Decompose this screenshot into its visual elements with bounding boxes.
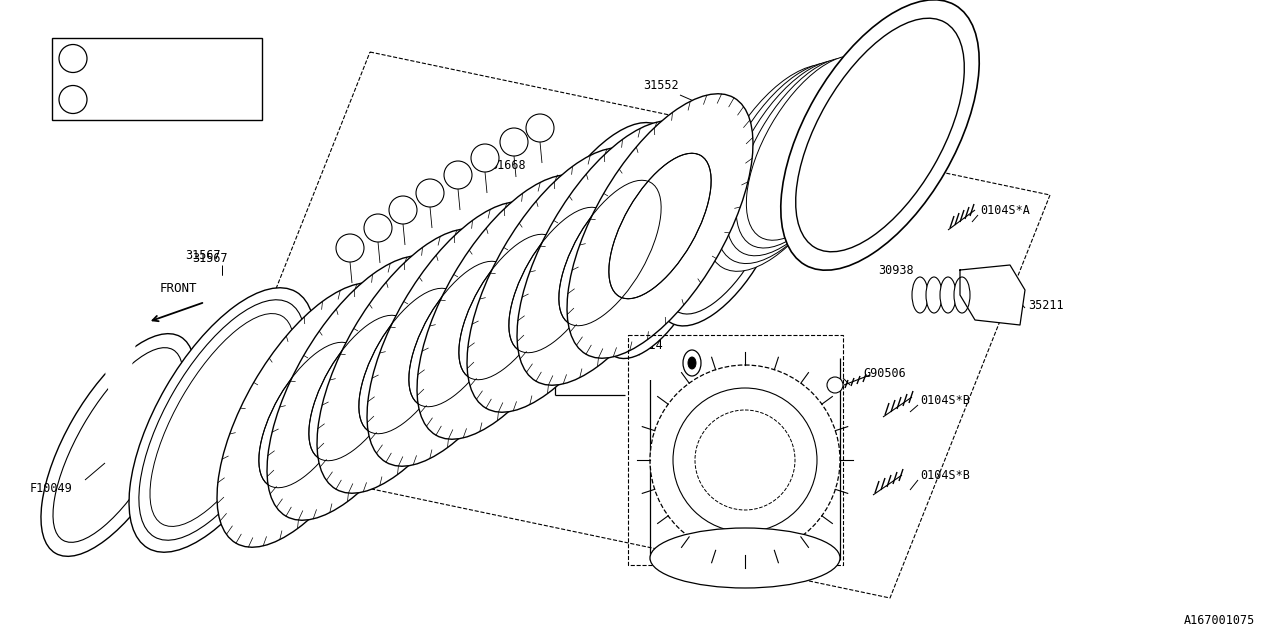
Ellipse shape [954, 277, 970, 313]
Text: 31668: 31668 [490, 159, 526, 172]
Text: 0104S*B: 0104S*B [920, 468, 970, 481]
Text: A167001075: A167001075 [1184, 614, 1254, 627]
Ellipse shape [827, 377, 844, 393]
Ellipse shape [509, 207, 611, 353]
Ellipse shape [736, 58, 872, 248]
Ellipse shape [129, 288, 315, 552]
Bar [643, 355, 667, 380]
Wedge shape [96, 315, 141, 445]
Ellipse shape [911, 277, 928, 313]
Ellipse shape [650, 528, 840, 588]
Ellipse shape [259, 342, 361, 488]
Text: 2: 2 [69, 93, 77, 106]
Bar [52, 38, 262, 120]
Text: 0104S*B: 0104S*B [920, 394, 970, 406]
Ellipse shape [367, 202, 553, 466]
Text: 4PCS: 4PCS [209, 52, 239, 65]
Text: FRONT: FRONT [160, 282, 197, 294]
Ellipse shape [781, 0, 979, 270]
Ellipse shape [667, 162, 773, 314]
Text: 0104S*A: 0104S*A [980, 204, 1030, 216]
Text: FIG.150-3: FIG.150-3 [470, 367, 531, 377]
Text: 31532: 31532 [122, 93, 159, 106]
Text: 1: 1 [375, 223, 381, 233]
Bar [628, 335, 844, 565]
Circle shape [416, 179, 444, 207]
Text: 2: 2 [347, 243, 353, 253]
Ellipse shape [417, 175, 603, 439]
Polygon shape [960, 265, 1025, 325]
Circle shape [364, 214, 392, 242]
Ellipse shape [673, 388, 817, 532]
Text: 2: 2 [511, 137, 517, 147]
Ellipse shape [467, 148, 653, 412]
Text: 1: 1 [481, 153, 489, 163]
Text: 31521: 31521 [742, 198, 778, 211]
Text: 31567: 31567 [186, 248, 220, 262]
Ellipse shape [695, 410, 795, 510]
Text: 2: 2 [454, 170, 461, 180]
Text: 1: 1 [426, 188, 434, 198]
Ellipse shape [657, 150, 783, 326]
Text: F0930: F0930 [590, 298, 626, 312]
Ellipse shape [650, 365, 840, 555]
Text: 31648: 31648 [892, 179, 928, 191]
Ellipse shape [218, 283, 403, 547]
Ellipse shape [746, 56, 878, 240]
Ellipse shape [925, 277, 942, 313]
Ellipse shape [567, 94, 753, 358]
Circle shape [444, 161, 472, 189]
Ellipse shape [716, 63, 860, 264]
Bar [710, 320, 730, 345]
Text: F10049: F10049 [29, 481, 73, 495]
Ellipse shape [684, 350, 701, 376]
Ellipse shape [517, 121, 703, 385]
Ellipse shape [940, 277, 956, 313]
Ellipse shape [317, 228, 503, 493]
Text: 1: 1 [536, 123, 544, 133]
Ellipse shape [559, 180, 662, 326]
Text: 1: 1 [69, 52, 77, 65]
Ellipse shape [358, 288, 461, 434]
Bar [102, 550, 133, 585]
Circle shape [526, 114, 554, 142]
Ellipse shape [268, 256, 453, 520]
Circle shape [389, 196, 417, 224]
Ellipse shape [458, 234, 561, 380]
Circle shape [59, 45, 87, 72]
Ellipse shape [705, 65, 855, 271]
Ellipse shape [308, 316, 411, 461]
Ellipse shape [150, 314, 294, 527]
Ellipse shape [140, 300, 305, 540]
Wedge shape [96, 315, 141, 337]
Text: 31536: 31536 [122, 52, 159, 65]
Text: 31552: 31552 [643, 79, 678, 92]
Circle shape [500, 128, 529, 156]
Circle shape [471, 144, 499, 172]
Circle shape [335, 234, 364, 262]
Circle shape [59, 86, 87, 113]
Ellipse shape [726, 60, 867, 256]
Ellipse shape [689, 357, 696, 369]
Text: 35211: 35211 [1028, 298, 1064, 312]
Ellipse shape [526, 122, 675, 333]
Ellipse shape [609, 153, 712, 299]
Text: 2: 2 [399, 205, 406, 215]
Ellipse shape [538, 137, 663, 319]
Text: E00612: E00612 [558, 338, 599, 348]
Text: 30938: 30938 [878, 264, 914, 276]
Ellipse shape [796, 18, 964, 252]
Text: G90506: G90506 [863, 367, 906, 380]
Ellipse shape [408, 261, 511, 407]
Text: G91414: G91414 [620, 339, 663, 351]
Ellipse shape [603, 211, 708, 358]
Text: 4PCS: 4PCS [209, 93, 239, 106]
Text: 31567: 31567 [192, 252, 228, 264]
